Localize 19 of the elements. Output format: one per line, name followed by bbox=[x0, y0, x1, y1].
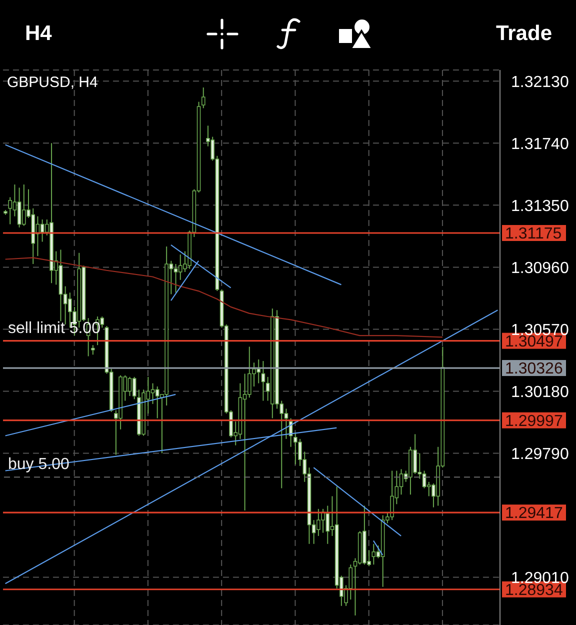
candlestick bbox=[201, 86, 206, 109]
ref-line-label: 1.29997 bbox=[505, 412, 563, 430]
candlestick bbox=[372, 543, 376, 566]
ref-line-label: 1.30326 bbox=[505, 360, 563, 378]
candlestick bbox=[261, 360, 266, 402]
y-tick-label: 1.29790 bbox=[511, 446, 569, 463]
candlestick bbox=[132, 376, 136, 400]
chart-title: GBPUSD, H4 bbox=[7, 74, 98, 92]
candlestick bbox=[91, 344, 95, 356]
ref-line-label: 1.29417 bbox=[505, 505, 563, 522]
y-tick-label: 1.32130 bbox=[511, 74, 569, 91]
text: H4 bbox=[25, 22, 52, 46]
text: Trade bbox=[496, 22, 552, 46]
ref-line-label: 1.31175 bbox=[505, 226, 562, 242]
y-tick-label: 1.30180 bbox=[511, 384, 569, 401]
y-tick-label: 1.30960 bbox=[511, 260, 569, 277]
y-tick-label: 1.31740 bbox=[511, 136, 569, 153]
y-tick-label: 1.31350 bbox=[511, 198, 569, 215]
line-series bbox=[4, 257, 444, 338]
